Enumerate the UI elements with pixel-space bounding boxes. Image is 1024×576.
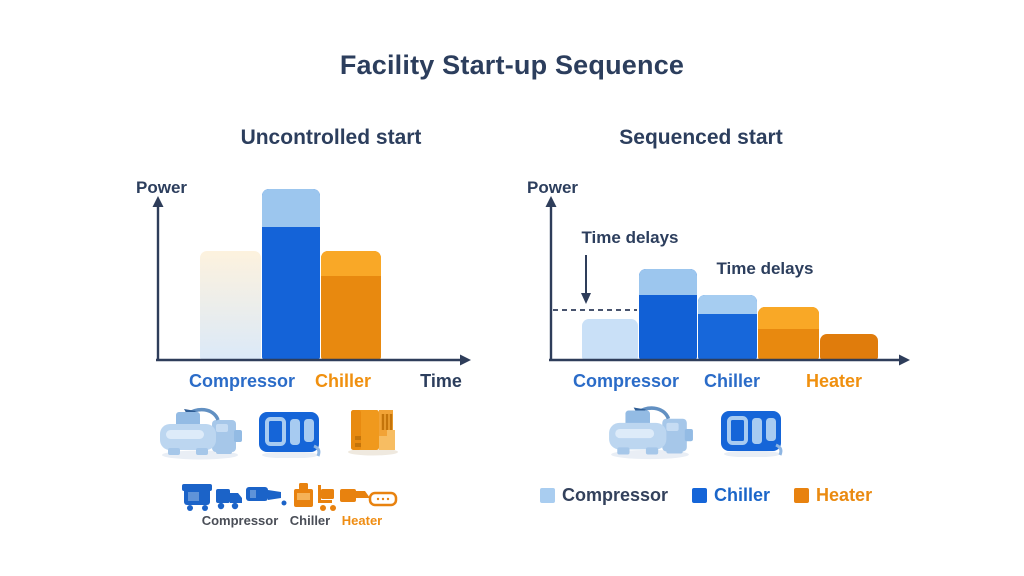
bar-compressor-step [582, 319, 638, 360]
left-chart-heading: Uncontrolled start [240, 126, 422, 149]
right-chart-heading: Sequenced start [619, 126, 783, 149]
bar-heater-step-2 [820, 334, 878, 360]
left-xlabel-time: Time [420, 371, 462, 391]
bar-cap-chiller-surge [262, 189, 320, 227]
legend-label: Compressor [562, 485, 669, 505]
legend-swatch-heater [794, 488, 810, 503]
right-xlabel-compressor: Compressor [572, 371, 680, 391]
page-title: Facility Start-up Sequence [339, 50, 685, 80]
time-delays-annotation-2: Time delays [716, 259, 814, 278]
bar-cap-heater-surge [321, 251, 381, 276]
bar-cap-chiller-step-1 [639, 269, 697, 295]
legend-swatch-compressor [540, 488, 555, 503]
right-xlabel-heater: Heater [805, 371, 863, 391]
legend-swatch-chiller [692, 488, 708, 503]
right-xlabel-chiller: Chiller [703, 371, 760, 391]
heater-icon [348, 410, 398, 456]
legend-label: Chiller [714, 485, 771, 505]
bar-chiller-step-1 [639, 269, 697, 360]
chiller-icon-right [721, 411, 783, 457]
bar-cap-heater-step-1 [758, 307, 819, 329]
legend-label: Heater [816, 485, 873, 505]
equipment-label-heater: Heater [341, 513, 383, 528]
bar-cap-chiller-step-2 [698, 295, 757, 314]
equipment-label-chiller: Chiller [289, 513, 331, 528]
left-xlabel-chiller: Chiller [314, 371, 371, 391]
chiller-icon [259, 412, 321, 458]
legend-item-chiller: Chiller [692, 485, 770, 506]
left-bar-chart [140, 176, 480, 360]
equipment-label-compressor: Compressor [201, 513, 279, 528]
blue-compressor-pictograms-icon [182, 484, 287, 511]
orange-heater-pictograms-icon [294, 483, 398, 511]
bar-compressor-surge [200, 251, 261, 360]
bar-chiller-step-2 [698, 295, 757, 360]
equipment-pictograms-icon [182, 483, 398, 511]
right-power-axis-label: Power [527, 178, 579, 197]
bar-heater-step-1 [758, 307, 819, 360]
compressor-icon [160, 407, 242, 460]
legend-item-heater: Heater [794, 485, 872, 506]
time-delays-annotation-1: Time delays [581, 228, 679, 247]
left-power-axis-label: Power [136, 178, 188, 197]
legend-item-compressor: Compressor [540, 485, 668, 506]
right-bar-chart [533, 176, 923, 360]
legend: Compressor Chiller Heater [540, 485, 872, 506]
bar-heater-surge [321, 251, 381, 360]
bar-chiller-surge [262, 189, 320, 360]
left-xlabel-compressor: Compressor [188, 371, 296, 391]
compressor-icon-right [609, 406, 693, 460]
